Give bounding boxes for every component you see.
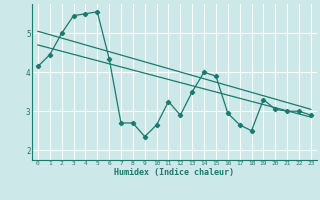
X-axis label: Humidex (Indice chaleur): Humidex (Indice chaleur) <box>115 168 234 177</box>
